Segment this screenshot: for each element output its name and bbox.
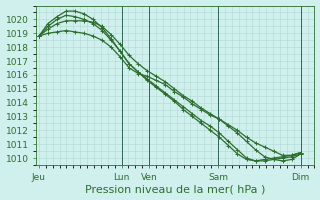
X-axis label: Pression niveau de la mer( hPa ): Pression niveau de la mer( hPa )	[85, 184, 266, 194]
